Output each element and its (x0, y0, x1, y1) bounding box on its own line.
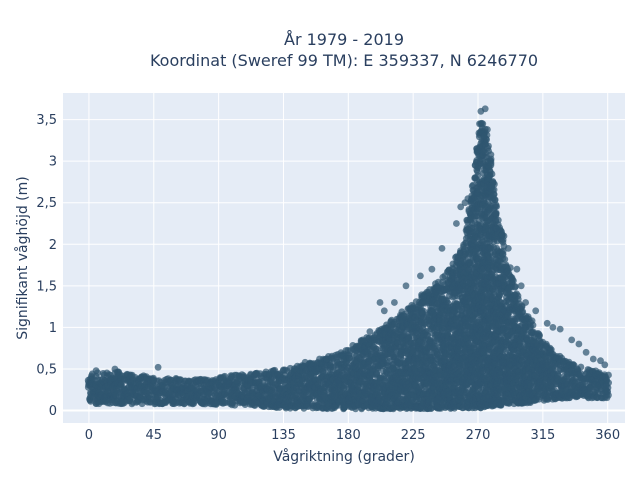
data-point (474, 172, 482, 180)
data-point (205, 390, 213, 397)
data-point (420, 307, 428, 315)
chart-title-line-2: Koordinat (Sweref 99 TM): E 359337, N 62… (150, 51, 538, 70)
data-point (170, 400, 178, 408)
data-point (484, 126, 491, 133)
data-point (397, 354, 405, 361)
data-point (487, 151, 495, 159)
data-point (444, 329, 452, 337)
data-point (487, 157, 495, 165)
data-point (486, 254, 494, 261)
data-points (84, 105, 612, 413)
chart-title-line-1: År 1979 - 2019 (284, 30, 404, 49)
data-point (484, 144, 492, 152)
